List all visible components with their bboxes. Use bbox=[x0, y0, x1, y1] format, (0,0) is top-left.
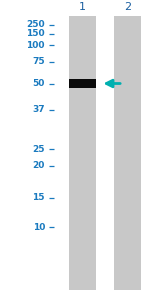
Text: 20: 20 bbox=[33, 161, 45, 170]
Text: 2: 2 bbox=[124, 2, 131, 12]
Text: 75: 75 bbox=[32, 57, 45, 66]
Text: 50: 50 bbox=[33, 79, 45, 88]
Text: 150: 150 bbox=[26, 29, 45, 38]
Bar bbox=[69, 16, 96, 290]
Text: 100: 100 bbox=[27, 41, 45, 50]
Text: 250: 250 bbox=[26, 21, 45, 29]
Text: 37: 37 bbox=[32, 105, 45, 114]
Bar bbox=[114, 16, 141, 290]
Text: 15: 15 bbox=[33, 193, 45, 202]
Text: 25: 25 bbox=[33, 145, 45, 154]
Text: 10: 10 bbox=[33, 223, 45, 231]
Text: 1: 1 bbox=[79, 2, 86, 12]
Bar bbox=[69, 79, 96, 88]
